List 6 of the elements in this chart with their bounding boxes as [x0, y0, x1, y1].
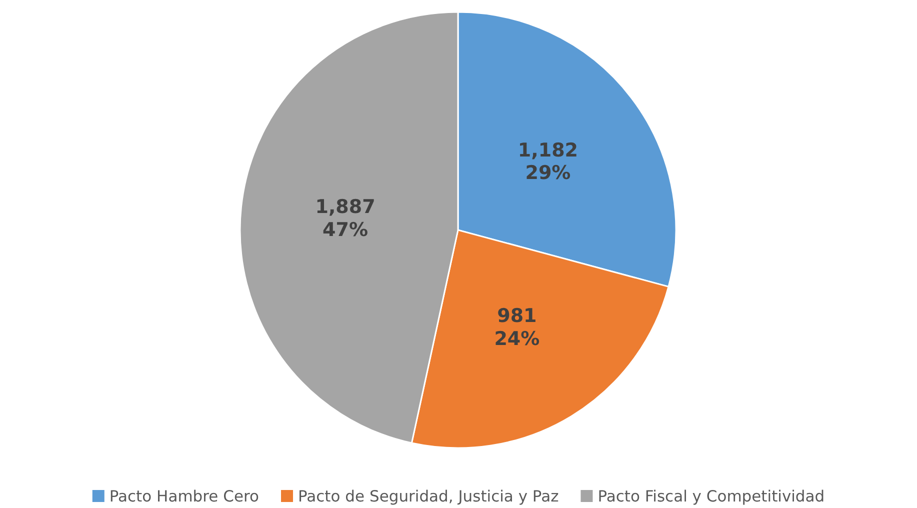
data-label: 981 24% [494, 305, 540, 350]
data-label: 1,887 47% [315, 196, 376, 241]
legend-label: Pacto de Seguridad, Justicia y Paz [298, 487, 559, 506]
legend-label: Pacto Fiscal y Competitividad [598, 487, 825, 506]
data-label: 1,182 29% [518, 139, 578, 184]
legend-label: Pacto Hambre Cero [109, 487, 260, 506]
